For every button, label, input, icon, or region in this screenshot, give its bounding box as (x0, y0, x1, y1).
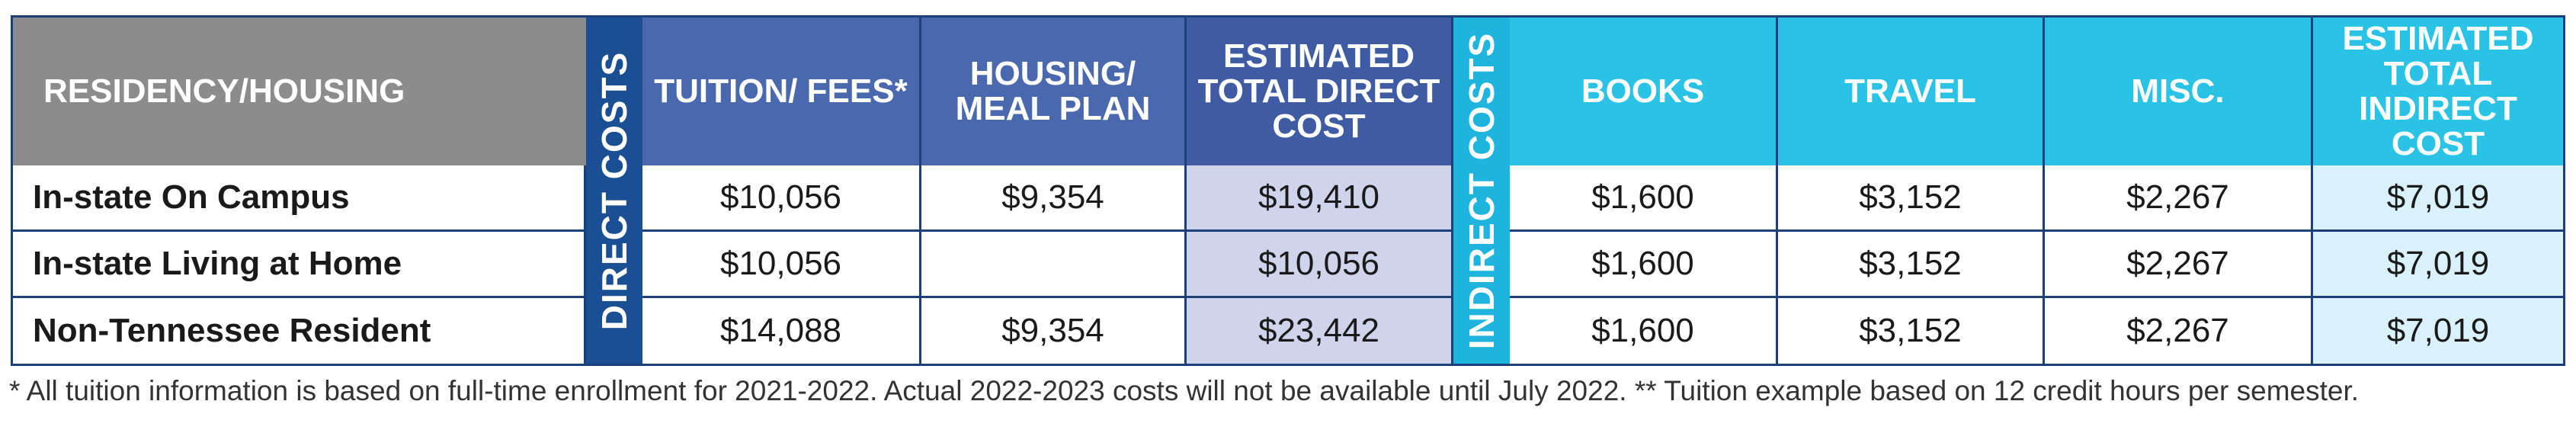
cell-total-indirect: $7,019 (2313, 298, 2563, 364)
cell-tuition: $10,056 (642, 165, 921, 232)
cell-total-direct: $23,442 (1187, 298, 1453, 364)
cell-travel: $3,152 (1778, 165, 2045, 232)
header-travel: TRAVEL (1778, 18, 2045, 165)
cell-tuition: $10,056 (642, 232, 921, 298)
cell-books: $1,600 (1510, 165, 1778, 232)
direct-costs-band: DIRECT COSTS (586, 18, 642, 364)
row-label: In-state On Campus (13, 165, 586, 232)
indirect-costs-band: INDIRECT COSTS (1453, 18, 1510, 364)
cell-total-direct: $19,410 (1187, 165, 1453, 232)
cell-total-indirect: $7,019 (2313, 232, 2563, 298)
header-tuition: TUITION/ FEES* (642, 18, 921, 165)
header-housing: HOUSING/ MEAL PLAN (921, 18, 1187, 165)
cost-table: RESIDENCY/HOUSING DIRECT COSTS TUITION/ … (11, 15, 2565, 366)
row-label: In-state Living at Home (13, 232, 586, 298)
cell-misc: $2,267 (2045, 165, 2313, 232)
cell-books: $1,600 (1510, 298, 1778, 364)
cell-misc: $2,267 (2045, 232, 2313, 298)
cell-travel: $3,152 (1778, 232, 2045, 298)
cell-total-direct: $10,056 (1187, 232, 1453, 298)
indirect-costs-label: INDIRECT COSTS (1462, 31, 1501, 350)
cell-housing: $9,354 (921, 298, 1187, 364)
cell-misc: $2,267 (2045, 298, 2313, 364)
row-label: Non-Tennessee Resident (13, 298, 586, 364)
cell-housing (921, 232, 1187, 298)
cell-housing: $9,354 (921, 165, 1187, 232)
header-residency: RESIDENCY/HOUSING (13, 18, 586, 165)
header-books: BOOKS (1510, 18, 1778, 165)
cell-travel: $3,152 (1778, 298, 2045, 364)
cell-books: $1,600 (1510, 232, 1778, 298)
cell-tuition: $14,088 (642, 298, 921, 364)
header-total-indirect: ESTIMATED TOTAL INDIRECT COST (2313, 18, 2563, 165)
footnote: * All tuition information is based on fu… (9, 375, 2360, 406)
header-misc: MISC. (2045, 18, 2313, 165)
cell-total-indirect: $7,019 (2313, 165, 2563, 232)
header-total-direct: ESTIMATED TOTAL DIRECT COST (1187, 18, 1453, 165)
direct-costs-label: DIRECT COSTS (594, 50, 634, 331)
